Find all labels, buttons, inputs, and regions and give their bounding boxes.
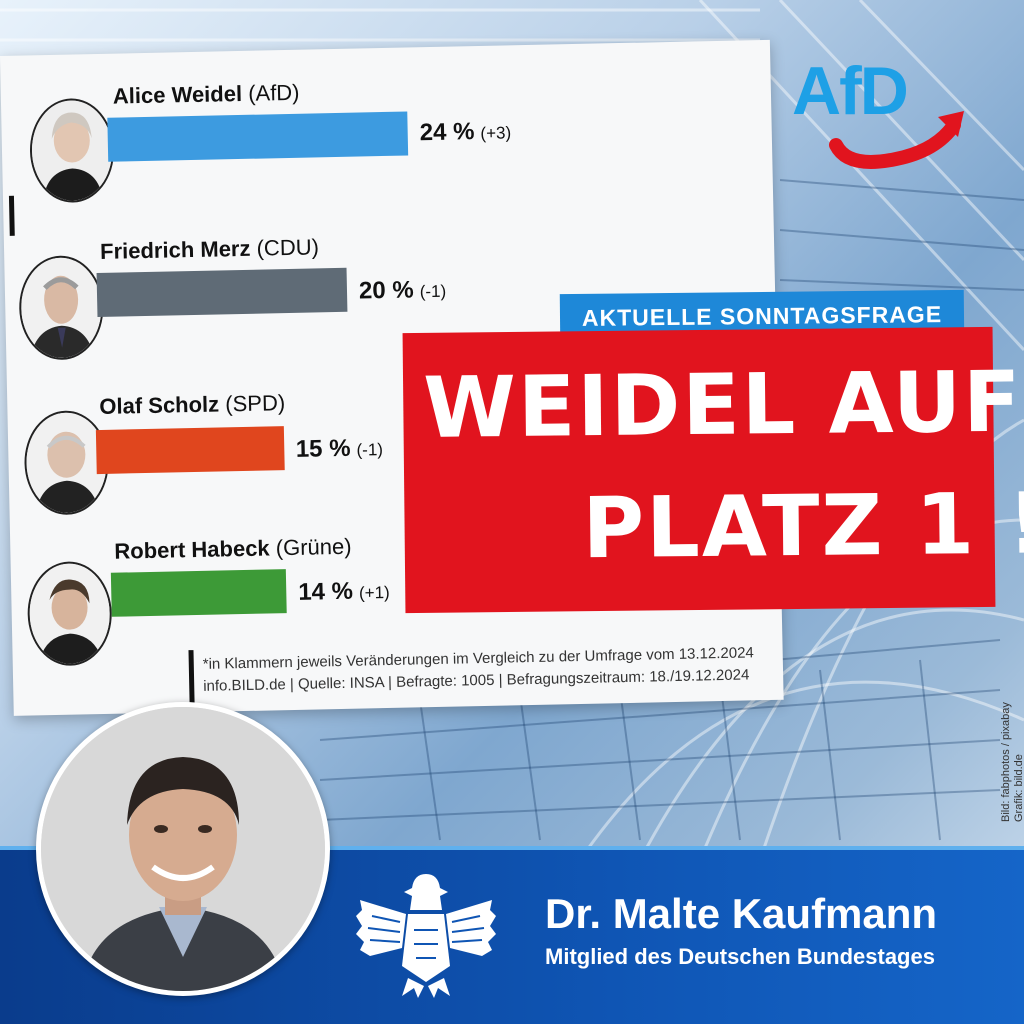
candidate-name: Olaf Scholz (SPD) — [99, 390, 286, 419]
logo-text: AfD — [792, 53, 909, 129]
candidate-photo-merz — [18, 254, 105, 361]
candidate-photo-scholz — [23, 409, 110, 516]
value-label: 24 % (+3) — [419, 118, 512, 147]
credit-photo: Bild: fabphotos / pixabay — [1000, 702, 1012, 822]
bar-habeck — [110, 569, 287, 617]
headline-banner: WEIDEL AUF PLATZ 1 ! — [402, 326, 1024, 614]
chart-row: Robert Habeck (Grüne) 14 % (+1) — [10, 525, 783, 671]
candidate-photo-weidel — [28, 97, 116, 204]
chart-row: Olaf Scholz (SPD) 15 % (-1) — [7, 380, 780, 526]
headline-line-2: PLATZ 1 ! — [582, 474, 1024, 578]
bundestag-eagle-icon — [356, 874, 496, 998]
value-label: 20 % (-1) — [358, 276, 447, 305]
poll-chart: Alice Weidel (AfD) 24 % (+3) Friedrich Me… — [0, 39, 784, 716]
footer-divider — [0, 846, 1024, 850]
candidate-name: Friedrich Merz (CDU) — [99, 234, 320, 264]
candidate-name: Alice Weidel (AfD) — [112, 79, 300, 109]
logo-arrow-icon — [829, 111, 964, 169]
member-portrait — [36, 702, 330, 996]
bar-scholz — [95, 426, 285, 475]
bar-weidel — [107, 111, 409, 162]
credit-graphic: Grafik: bild.de — [1013, 754, 1024, 822]
member-title: Mitglied des Deutschen Bundestages — [545, 944, 935, 969]
photo-credit: Bild: fabphotos / pixabay Grafik: bild.d… — [1000, 702, 1024, 822]
afd-logo: AfD — [786, 52, 976, 172]
candidate-photo-habeck — [26, 560, 113, 667]
member-name: Dr. Malte Kaufmann — [545, 890, 938, 937]
chart-row: Alice Weidel (AfD) 24 % (+3) — [1, 70, 774, 216]
value-label: 15 % (-1) — [295, 434, 384, 463]
chart-row: Friedrich Merz (CDU) 20 % (-1) — [4, 225, 777, 371]
candidate-name: Robert Habeck (Grüne) — [114, 533, 352, 564]
value-label: 14 % (+1) — [298, 577, 390, 606]
headline-line-1: WEIDEL AUF — [422, 352, 1024, 457]
bar-merz — [96, 267, 348, 318]
